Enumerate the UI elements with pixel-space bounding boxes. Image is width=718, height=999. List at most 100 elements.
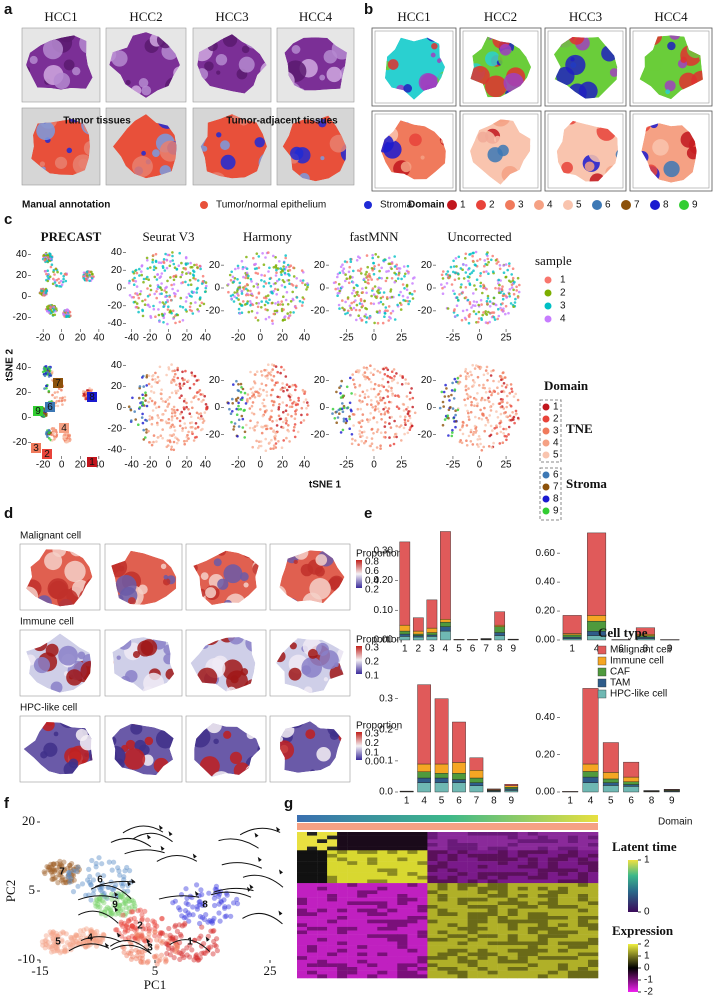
tsne-point [259,408,262,411]
heatmap-cell [578,876,588,880]
heatmap-cell [478,869,488,873]
heatmap-cell [538,876,548,880]
tsne-point [130,409,133,412]
tsne-point [152,441,155,444]
tsne-point [406,296,409,299]
tsne-point [154,378,157,381]
tsne-point [390,387,393,390]
tsne-point [384,312,387,315]
heatmap-cell [387,872,397,876]
heatmap-cell [578,869,588,873]
tsne-point [512,267,515,270]
tsne-point [384,259,387,262]
tsne-point [496,432,499,435]
tsne-point [160,434,163,437]
tsne-point [466,424,469,427]
tsne-point [263,285,266,288]
heatmap-cell [508,890,518,894]
color-bar [356,646,362,674]
tsne-point [167,305,170,308]
tsne-point [61,400,64,403]
cell-point [129,948,134,953]
heatmap-cell [327,843,337,847]
tsne-point [334,417,337,420]
tsne-point [55,435,58,438]
tsne-point [377,384,380,387]
heatmap-cell [488,876,498,880]
tsne-point [390,268,393,271]
tsne-point [373,388,376,391]
tsne-point [182,319,185,322]
tsne-point [59,397,62,400]
heatmap-cell [367,890,377,894]
tsne-point [390,377,393,380]
tsne-point [476,260,479,263]
heatmap-cell [327,883,337,887]
tsne-point [285,422,288,425]
cell-point [176,905,181,910]
y-tick-label: 40 [111,247,123,258]
tsne-point [170,284,173,287]
tsne-point [514,393,517,396]
tsne-point [397,267,400,270]
tsne-point [201,282,204,285]
heatmap-cell [297,887,307,891]
heatmap-cell [458,883,468,887]
tsne-point [284,272,287,275]
tissue-patch [431,43,437,49]
heatmap-cell [498,894,508,898]
tsne-point [352,289,355,292]
tsne-point [166,299,169,302]
tsne-point [51,394,54,397]
tsne-point [369,445,372,448]
tsne-point [486,264,489,267]
tsne-point [179,397,182,400]
tsne-point [143,278,146,281]
tsne-point [252,386,255,389]
tsne-point [403,265,406,268]
heatmap-cell [578,839,588,843]
tsne-point [502,310,505,313]
heatmap-cell [498,869,508,873]
tsne-point [147,278,150,281]
tsne-point [360,319,363,322]
tsne-point [263,405,266,408]
cell-point [185,952,190,957]
legend-title: Cell type [598,625,648,640]
tsne-point [175,276,178,279]
tsne-point [482,284,485,287]
tsne-point [374,405,377,408]
heatmap-cell [518,836,528,840]
legend-swatch [679,200,689,210]
tsne-point [128,405,131,408]
tsne-point [278,278,281,281]
tsne-point [185,296,188,299]
tsne-point [237,265,240,268]
tsne-point [293,275,296,278]
tsne-point [277,288,280,291]
tsne-point [241,292,244,295]
legend-label: 3 [553,426,559,437]
tsne-point [490,394,493,397]
tsne-point [163,258,166,261]
y-tick-label: 0 [214,402,220,413]
tsne-point [393,443,396,446]
tsne-point [478,384,481,387]
heatmap-cell [498,865,508,869]
tsne-point [300,414,303,417]
tsne-point [482,384,485,387]
tsne-point [246,398,249,401]
tsne-point [361,431,364,434]
heatmap-cell [588,890,598,894]
tsne-point [489,305,492,308]
heatmap-cell [468,850,478,854]
tsne-point [366,389,369,392]
tsne-point [152,259,155,262]
tsne-point [263,274,266,277]
heatmap-cell [317,861,327,865]
tsne-point [294,413,297,416]
heatmap-cell [387,839,397,843]
tsne-point [371,437,374,440]
bar-segment [563,639,582,640]
